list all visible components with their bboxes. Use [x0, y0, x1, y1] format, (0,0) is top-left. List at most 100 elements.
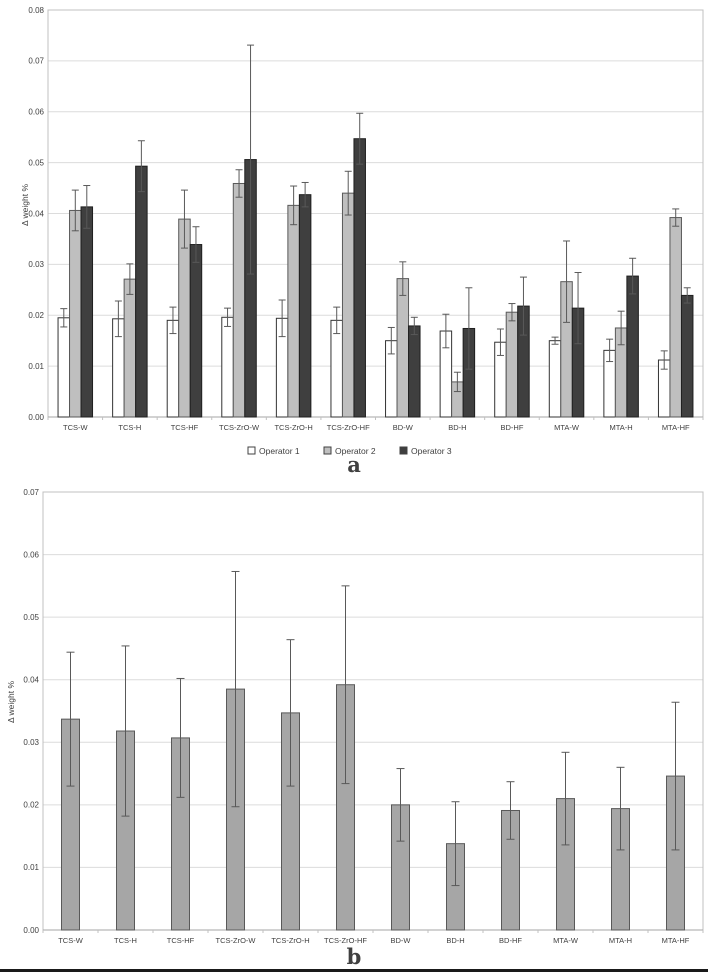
error-bar	[683, 287, 691, 304]
error-bar	[301, 181, 309, 208]
error-bar	[451, 801, 460, 887]
error-bar	[126, 263, 134, 295]
x-category-label: TCS-HF	[167, 936, 195, 945]
x-category-label: TCS-ZrO-W	[216, 936, 257, 945]
error-bar	[465, 287, 473, 370]
bar-a-TCS-ZrO-HF-Operator3	[353, 138, 366, 418]
error-bar	[121, 645, 130, 817]
bottom-divider	[0, 969, 708, 972]
y-tick-label: 0.02	[23, 801, 39, 810]
y-tick-label: 0.03	[23, 738, 39, 747]
error-bar	[344, 170, 352, 216]
legend-item: Operator 1	[247, 446, 300, 456]
error-bar	[629, 257, 637, 295]
y-axis-title: Δ weight %	[6, 681, 16, 724]
error-bar	[551, 336, 559, 345]
x-category-label: MTA-H	[610, 423, 633, 432]
x-category-label: TCS-W	[58, 936, 83, 945]
y-tick-label: 0.02	[28, 311, 44, 320]
x-category-label: MTA-W	[554, 423, 580, 432]
bar-a-TCS-ZrO-H-Operator2	[287, 204, 300, 418]
error-bar	[453, 371, 461, 393]
y-tick-label: 0.00	[23, 926, 39, 935]
bar-a-TCS-ZrO-HF-Operator1	[330, 319, 343, 418]
x-category-label: TCS-ZrO-W	[219, 423, 260, 432]
plot-border	[42, 491, 704, 931]
error-bar	[333, 306, 341, 335]
bar-a-TCS-W-Operator2	[69, 209, 82, 418]
y-tick-label: 0.08	[28, 6, 44, 15]
error-bar	[176, 677, 185, 798]
error-bar	[137, 140, 145, 193]
bar-a-TCS-W-Operator1	[57, 317, 71, 418]
error-bar	[114, 300, 122, 338]
x-category-label: TCS-HF	[171, 423, 199, 432]
y-tick-label: 0.07	[28, 57, 44, 66]
error-bar	[192, 226, 200, 263]
y-tick-label: 0.07	[23, 488, 39, 497]
error-bar	[606, 338, 614, 363]
error-bar	[290, 185, 298, 226]
error-bar	[399, 261, 407, 296]
bar-a-MTA-HF-Operator3	[680, 294, 694, 418]
y-tick-label: 0.03	[28, 260, 44, 269]
legend-item: Operator 2	[323, 446, 376, 456]
panel-a-chart: 0.00 0.01 0.02 0.03 0.04 0.05 0.06 0.07 0.08 TCS-…	[0, 0, 708, 480]
bar-a-TCS-H-Operator2	[123, 278, 137, 418]
error-bar	[396, 768, 405, 842]
error-bar	[60, 308, 68, 328]
chart-b-svg: 0.00 0.01 0.02 0.03 0.04 0.05 0.06 0.07 TCS-W TCS…	[6, 488, 704, 969]
bar-a-TCS-HF-Operator1	[166, 319, 180, 418]
bar-a-TCS-ZrO-H-Operator3	[298, 194, 312, 418]
bar-a-TCS-ZrO-W-Operator2	[232, 182, 246, 418]
error-bar	[506, 781, 515, 840]
legend-swatch-icon	[323, 446, 332, 455]
legend-label: Operator 2	[335, 446, 376, 456]
error-bar	[660, 350, 668, 370]
error-bar	[286, 639, 295, 787]
error-bar	[83, 185, 91, 229]
error-bar	[616, 766, 625, 851]
bar-a-BD-HF-Operator2	[505, 311, 519, 418]
error-bar	[672, 208, 680, 227]
error-bar	[561, 751, 570, 846]
error-bar	[410, 316, 418, 336]
x-category-label: TCS-H	[118, 423, 141, 432]
bar-a-TCS-H-Operator3	[135, 165, 148, 418]
y-tick-label: 0.04	[23, 676, 39, 685]
panel-label-b: b	[347, 944, 362, 969]
chart-a-svg: 0.00 0.01 0.02 0.03 0.04 0.05 0.06 0.07 0.08 TCS-…	[20, 6, 704, 477]
bar-a-BD-W-Operator2	[396, 278, 410, 418]
error-bar	[563, 240, 571, 323]
error-bar	[519, 276, 527, 336]
error-bar	[387, 326, 395, 355]
y-tick-label: 0.00	[28, 413, 44, 422]
error-bar	[508, 303, 516, 322]
panel-label-a: a	[347, 452, 361, 477]
legend-item: Operator 3	[399, 446, 452, 456]
y-tick-label: 0.04	[28, 209, 44, 218]
bar-a-TCS-ZrO-HF-Operator2	[341, 192, 355, 418]
error-bar	[235, 169, 243, 198]
bar-a-TCS-ZrO-W-Operator1	[221, 316, 234, 418]
bar-a-BD-W-Operator3	[408, 325, 421, 418]
y-tick-label: 0.06	[23, 550, 39, 559]
y-tick-label: 0.05	[23, 613, 39, 622]
bar-a-MTA-W-Operator1	[548, 340, 562, 418]
legend-label: Operator 3	[411, 446, 452, 456]
error-bar	[341, 585, 350, 785]
x-category-label: BD-HF	[499, 936, 522, 945]
legend-swatch-icon	[399, 446, 408, 455]
error-bar	[231, 570, 240, 808]
bar-a-MTA-HF-Operator2	[669, 217, 682, 418]
error-bar	[224, 307, 232, 327]
y-tick-label: 0.01	[23, 863, 39, 872]
y-tick-label: 0.05	[28, 158, 44, 167]
error-bar	[617, 310, 625, 346]
y-axis-title: Δ weight %	[20, 184, 30, 227]
x-category-label: TCS-W	[63, 423, 88, 432]
error-bar	[356, 112, 364, 165]
bar-a-TCS-W-Operator3	[80, 206, 94, 418]
y-tick-label: 0.01	[28, 362, 44, 371]
